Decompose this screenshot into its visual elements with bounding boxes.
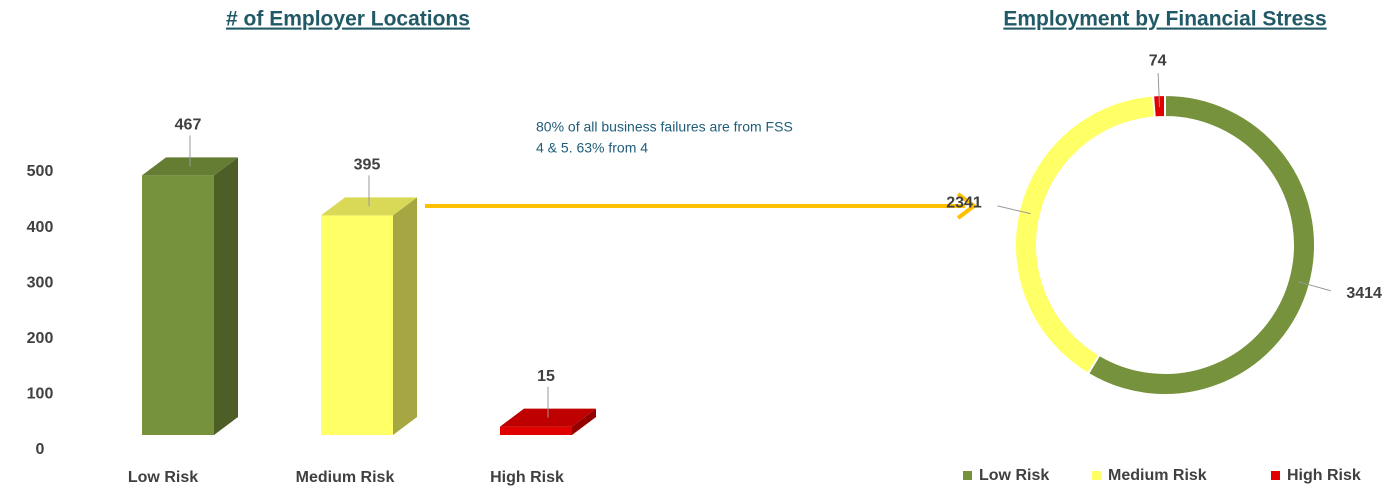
donut-slice	[1014, 94, 1156, 376]
data-label: 395	[354, 157, 381, 174]
arrow-head	[956, 192, 978, 220]
legend-label: Low Risk	[979, 467, 1049, 484]
x-tick-label: High Risk	[490, 469, 564, 486]
leader-line	[1297, 281, 1331, 292]
bar-face	[214, 157, 238, 435]
y-tick-label: 0	[36, 441, 45, 458]
data-label: 15	[537, 368, 555, 385]
y-tick-label: 300	[27, 274, 54, 291]
bar-face	[500, 426, 572, 435]
x-tick-label: Medium Risk	[296, 469, 395, 486]
annotation: 80% of all business failures are from FS…	[536, 119, 793, 135]
legend-swatch	[1092, 471, 1101, 480]
bar-face	[393, 197, 417, 435]
y-tick-label: 100	[27, 386, 54, 403]
donut-slice	[1086, 93, 1316, 396]
legend-label: Medium Risk	[1108, 467, 1207, 484]
bar	[321, 197, 417, 435]
x-tick-label: Low Risk	[128, 469, 198, 486]
bar-face	[572, 408, 596, 435]
data-label: 2341	[946, 194, 982, 211]
bar-face	[321, 215, 393, 435]
data-label: 467	[175, 117, 202, 134]
y-tick-label: 400	[27, 219, 54, 236]
y-tick-label: 200	[27, 330, 54, 347]
donut-chart-title: Employment by Financial Stress	[1003, 8, 1326, 31]
data-label: 3414	[1346, 285, 1382, 302]
leader-line	[997, 205, 1031, 215]
legend-swatch	[963, 471, 972, 480]
leader-line	[1157, 73, 1160, 108]
bar-chart-title: # of Employer Locations	[226, 8, 470, 31]
legend-swatch	[1271, 471, 1280, 480]
y-tick-label: 500	[27, 163, 54, 180]
annotation: 4 & 5. 63% from 4	[536, 140, 648, 156]
data-label: 74	[1149, 52, 1167, 69]
bar-face	[142, 175, 214, 435]
legend-label: High Risk	[1287, 467, 1361, 484]
bar	[142, 157, 238, 435]
